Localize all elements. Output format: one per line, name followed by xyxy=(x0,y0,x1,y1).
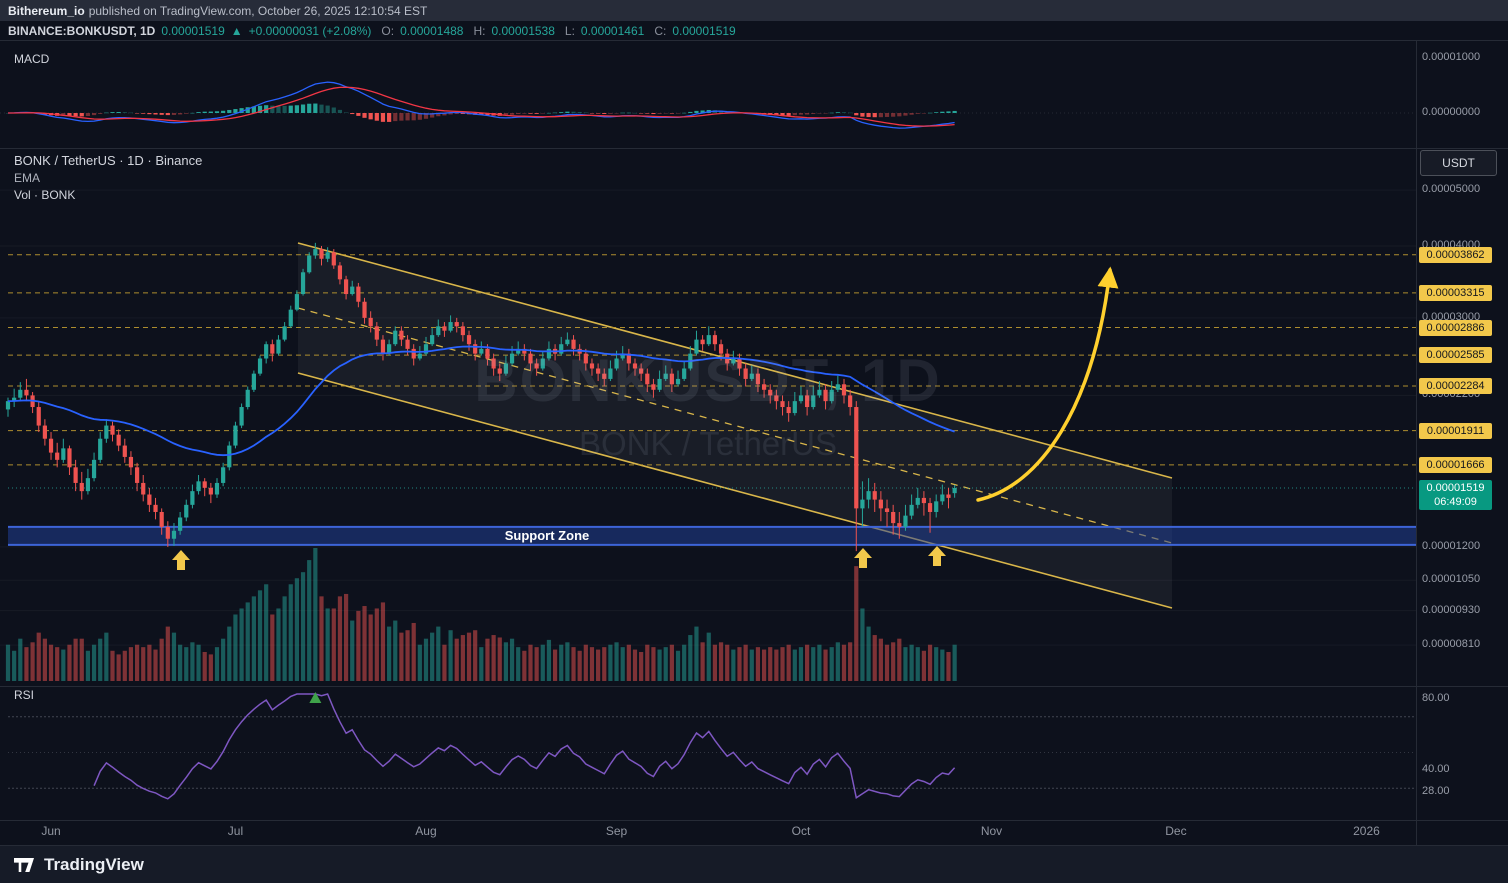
price-level-badge: 0.00002585 xyxy=(1419,347,1492,364)
time-axis-label: Jun xyxy=(41,824,61,838)
current-price-badge: 0.00001519 06:49:09 xyxy=(1419,479,1492,510)
open-value: 0.00001488 xyxy=(400,23,464,38)
time-axis[interactable] xyxy=(0,820,1416,845)
high-value: 0.00001538 xyxy=(491,23,555,38)
price-axis-label: 0.00000930 xyxy=(1422,603,1481,616)
footer-bar: TradingView xyxy=(0,845,1508,883)
symbol-watermark: BONKUSDT, 1D BONK / TetherUS xyxy=(0,346,1416,463)
price-level-badge: 0.00003862 xyxy=(1419,246,1492,263)
main-pane-title: BONK / TetherUS · 1D · Binance xyxy=(14,153,203,168)
up-arrow[interactable] xyxy=(928,546,946,566)
macd-pane-label: MACD xyxy=(14,52,50,66)
low-value: 0.00001461 xyxy=(580,23,645,38)
close-label: C: xyxy=(654,23,667,38)
publish-details: published on TradingView.com, October 26… xyxy=(88,3,428,18)
volume-series xyxy=(5,548,957,681)
tradingview-wordmark[interactable]: TradingView xyxy=(44,854,144,874)
macd-indicator xyxy=(0,81,1416,129)
last-price: 0.00001519 xyxy=(161,23,225,38)
close-value: 0.00001519 xyxy=(672,23,736,38)
price-axis-label: 0.00001200 xyxy=(1422,539,1481,552)
currency-toggle-button[interactable]: USDT xyxy=(1420,150,1497,176)
rsi-axis-label: 40.00 xyxy=(1422,763,1450,776)
volume-indicator-label: Vol · BONK xyxy=(14,188,76,202)
price-axis-label: 0.00001050 xyxy=(1422,573,1481,586)
publish-info-bar: Bithereum_io published on TradingView.co… xyxy=(0,0,1508,21)
price-axis-label: 0.00005000 xyxy=(1422,183,1481,196)
open-label: O: xyxy=(381,23,395,38)
rsi-axis-label: 80.00 xyxy=(1422,691,1450,704)
time-axis-label: Aug xyxy=(415,824,437,838)
macd-axis-label: 0.00000000 xyxy=(1422,106,1481,118)
author-name: Bithereum_io xyxy=(8,3,85,18)
support-zone[interactable] xyxy=(8,525,1416,546)
time-axis-label: Oct xyxy=(791,824,811,838)
rsi-peak-marker xyxy=(309,692,322,703)
candlestick-series xyxy=(5,242,957,552)
support-zone-label: Support Zone xyxy=(504,528,590,543)
up-arrow[interactable] xyxy=(854,548,872,568)
price-level-badge: 0.00002886 xyxy=(1419,319,1492,336)
price-axis-label: 0.00000810 xyxy=(1422,638,1481,651)
symbol-name: BINANCE:BONKUSDT, 1D xyxy=(8,23,156,38)
rsi-indicator xyxy=(8,692,1416,800)
price-level-badge: 0.00001666 xyxy=(1419,456,1492,473)
time-axis-label: Dec xyxy=(1165,824,1187,838)
rsi-pane-label: RSI xyxy=(14,688,35,702)
time-axis-label: Jul xyxy=(227,824,244,838)
rsi-axis-label: 28.00 xyxy=(1422,784,1450,797)
macd-axis-label: 0.00001000 xyxy=(1422,51,1481,63)
up-arrow[interactable] xyxy=(172,550,190,570)
curved-arrow[interactable] xyxy=(976,266,1119,502)
low-label: L: xyxy=(564,23,575,38)
ema-line xyxy=(7,345,955,457)
time-axis-label: Nov xyxy=(980,824,1003,838)
time-axis-label: 2026 xyxy=(1353,824,1380,838)
tradingview-logo[interactable] xyxy=(12,853,36,877)
ema-indicator-label: EMA xyxy=(14,171,41,185)
price-level-badge: 0.00003315 xyxy=(1419,284,1492,301)
price-level-badge: 0.00001911 xyxy=(1419,422,1492,439)
time-axis-label: Sep xyxy=(605,824,628,838)
change-value: +0.00000031 (+2.08%) xyxy=(248,23,372,38)
price-level-badge: 0.00002284 xyxy=(1419,378,1492,395)
symbol-info-bar: BINANCE:BONKUSDT, 1D 0.00001519 ▲ +0.000… xyxy=(0,21,1416,40)
rsi-line xyxy=(93,693,956,800)
watermark-line2: BONK / TetherUS xyxy=(579,425,837,462)
high-label: H: xyxy=(473,23,486,38)
change-arrow-icon: ▲ xyxy=(230,23,243,38)
watermark-line1: BONKUSDT, 1D xyxy=(474,347,942,414)
